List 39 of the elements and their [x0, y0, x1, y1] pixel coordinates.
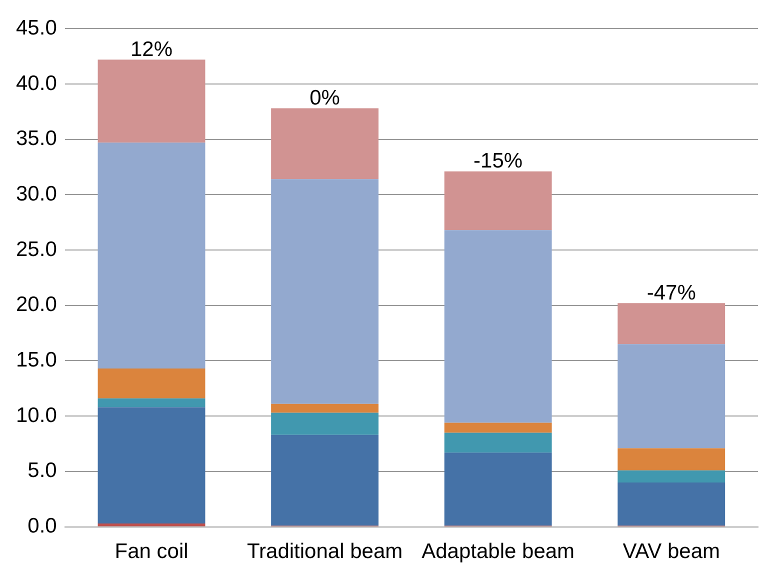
bar	[271, 108, 379, 180]
bar	[98, 407, 206, 524]
y-tick-label: 35.0	[16, 127, 57, 150]
x-tick-label: VAV beam	[622, 540, 720, 564]
y-tick-label: 5.0	[28, 459, 57, 482]
annotation: 0%	[310, 86, 340, 110]
bar	[271, 179, 379, 404]
bar	[618, 482, 726, 526]
bar	[98, 60, 206, 143]
x-tick-label: Traditional beam	[246, 540, 403, 564]
y-tick-label: 20.0	[16, 293, 57, 316]
bar	[618, 303, 726, 344]
bar	[444, 171, 552, 230]
y-tick-label: 45.0	[16, 16, 57, 40]
bar	[618, 448, 726, 470]
bar	[618, 470, 726, 483]
bar	[444, 432, 552, 453]
annotation: 12%	[130, 38, 173, 61]
y-tick-label: 30.0	[16, 182, 57, 206]
annotation: -15%	[474, 150, 523, 173]
y-tick-label: 10.0	[16, 404, 57, 427]
y-tick-label: 40.0	[16, 72, 57, 95]
bar	[98, 398, 206, 408]
bar	[271, 412, 379, 435]
y-tick-label: 0.0	[28, 514, 57, 538]
bar	[98, 523, 206, 526]
y-tick-label: 25.0	[16, 238, 57, 261]
bar	[618, 344, 726, 448]
bar	[271, 404, 379, 413]
x-tick-label: Adaptable beam	[422, 540, 575, 564]
bar	[98, 142, 206, 368]
bar	[444, 452, 552, 526]
bar	[271, 434, 379, 526]
annotation: -47%	[646, 281, 696, 304]
bar	[444, 422, 552, 433]
y-tick-label: 15.0	[16, 348, 57, 372]
bar	[98, 368, 206, 398]
x-tick-label: Fan coil	[114, 540, 188, 564]
bar	[444, 230, 552, 423]
